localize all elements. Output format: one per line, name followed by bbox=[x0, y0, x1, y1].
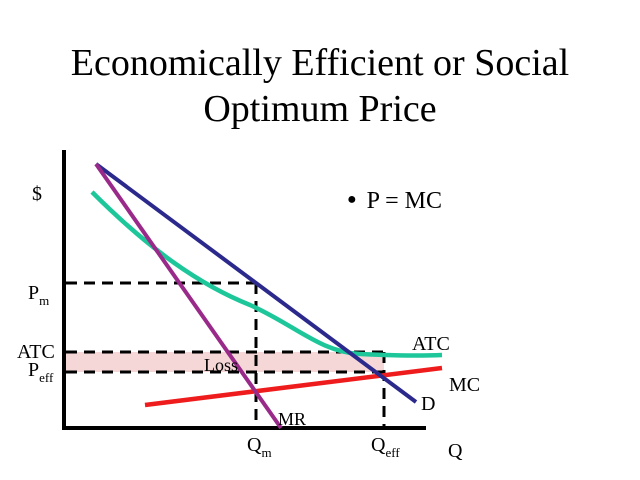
title-line-2: Optimum Price bbox=[203, 88, 437, 130]
title-line-1: Economically Efficient or Social bbox=[70, 42, 570, 84]
mc-curve-label: MC bbox=[449, 374, 480, 396]
peff-label: Peff bbox=[28, 359, 54, 385]
mc-curve bbox=[144, 365, 443, 408]
qm-label: Qm bbox=[247, 434, 272, 460]
y-axis-label: $ bbox=[32, 183, 42, 205]
bullet-point: ● P = MC bbox=[347, 188, 442, 215]
mr-curve-label: MR bbox=[278, 409, 306, 429]
atc-curve-label: ATC bbox=[412, 333, 450, 355]
atc-price-label: ATC bbox=[17, 341, 55, 363]
demand-curve bbox=[94, 162, 418, 404]
marginal-revenue-curve bbox=[94, 162, 283, 430]
atc-curve bbox=[90, 190, 443, 358]
loss-label: Loss bbox=[204, 355, 238, 375]
slide-title: Economically Efficient or Social Optimum… bbox=[0, 40, 640, 132]
pm-label: Pm bbox=[28, 282, 49, 308]
x-axis-label: Q bbox=[448, 440, 463, 462]
bullet-dot-icon: ● bbox=[347, 191, 357, 208]
loss-area bbox=[64, 352, 384, 372]
bullet-text: P = MC bbox=[366, 188, 443, 214]
d-curve-label: D bbox=[421, 393, 435, 415]
qeff-label: Qeff bbox=[371, 434, 400, 460]
